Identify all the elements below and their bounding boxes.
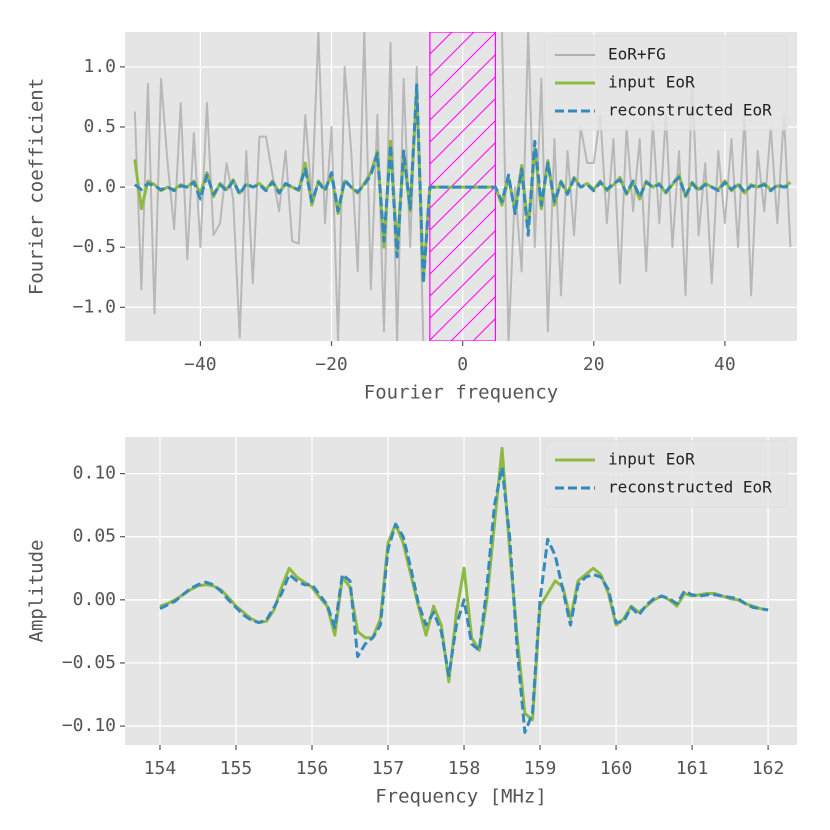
y-tick-label: −0.5 bbox=[73, 236, 116, 257]
legend-box bbox=[544, 440, 788, 508]
y-axis-label: Amplitude bbox=[26, 540, 48, 643]
x-tick-label: 0 bbox=[457, 354, 468, 375]
legend-label: input EoR bbox=[608, 73, 695, 92]
x-tick-label: −20 bbox=[315, 354, 348, 375]
x-tick-label: 157 bbox=[372, 758, 405, 779]
y-tick-label: 0.10 bbox=[73, 463, 116, 484]
x-tick-label: 40 bbox=[714, 354, 736, 375]
legend-label: EoR+FG bbox=[608, 45, 666, 64]
y-tick-label: 0.00 bbox=[73, 589, 116, 610]
x-tick-label: 156 bbox=[296, 758, 329, 779]
legend-label: input EoR bbox=[608, 450, 695, 469]
y-tick-label: −0.05 bbox=[62, 652, 116, 673]
plot-lines bbox=[133, 32, 792, 341]
axes: −40 −20 0 20 40 −1.0 −0.5 0.0 0.5 1.0 Fourier freq… bbox=[26, 32, 797, 404]
legend-label: reconstructed EoR bbox=[608, 478, 772, 497]
y-tick-label: −0.10 bbox=[62, 715, 116, 736]
y-tick-label: 0.0 bbox=[83, 176, 116, 197]
x-axis-label: Frequency [MHz] bbox=[375, 786, 547, 808]
series-line bbox=[159, 465, 769, 734]
y-axis-label: Fourier coefficient bbox=[26, 78, 48, 295]
legend: EoR+FG input EoR reconstructed EoR bbox=[544, 35, 788, 131]
x-tick-label: 160 bbox=[600, 758, 633, 779]
x-axis-label: Fourier frequency bbox=[364, 382, 558, 404]
x-tick-label: 20 bbox=[583, 354, 605, 375]
x-tick-label: 154 bbox=[144, 758, 177, 779]
series-line bbox=[133, 83, 791, 285]
legend-box bbox=[544, 35, 788, 131]
x-tick-label: 158 bbox=[448, 758, 481, 779]
legend: input EoR reconstructed EoR bbox=[544, 440, 788, 508]
plot-lines bbox=[159, 446, 769, 734]
y-tick-label: 0.5 bbox=[83, 116, 116, 137]
x-tick-label: −40 bbox=[184, 354, 217, 375]
y-tick-label: 0.05 bbox=[73, 526, 116, 547]
legend-label: reconstructed EoR bbox=[608, 101, 772, 120]
x-tick-label: 159 bbox=[524, 758, 557, 779]
y-tick-label: 1.0 bbox=[83, 56, 116, 77]
x-tick-label: 162 bbox=[752, 758, 785, 779]
y-tick-label: −1.0 bbox=[73, 296, 116, 317]
series-line bbox=[133, 32, 792, 341]
x-tick-label: 161 bbox=[676, 758, 709, 779]
axes: 154 155 156 157 158 159 160 161 162 −0.10 −0.05 0.0… bbox=[26, 437, 797, 808]
x-tick-label: 155 bbox=[220, 758, 253, 779]
